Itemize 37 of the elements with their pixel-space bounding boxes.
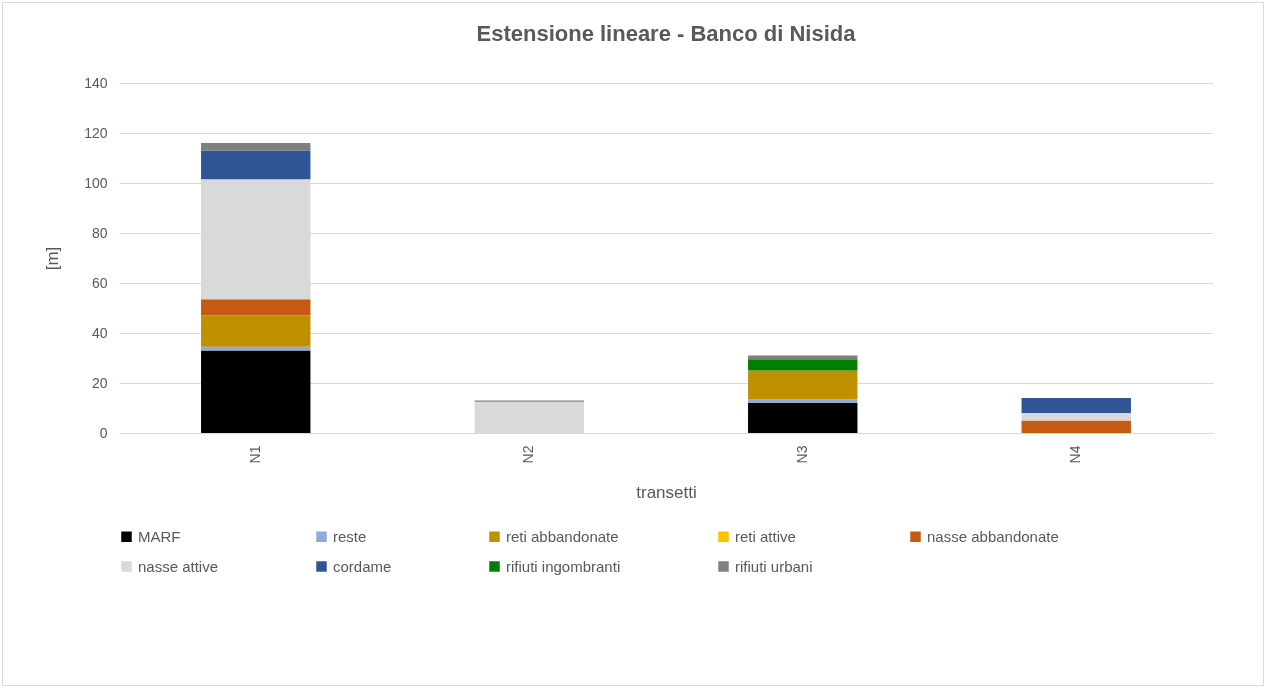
y-axis-title: [m] (43, 246, 63, 271)
y-tick-label: 100 (84, 174, 108, 191)
bar (201, 346, 311, 351)
bar (748, 403, 858, 433)
bar (748, 399, 858, 403)
bar (1021, 398, 1131, 413)
bar (201, 143, 311, 151)
y-tick-label: 120 (84, 124, 108, 141)
bar (201, 150, 311, 180)
y-tick-label: 140 (84, 74, 108, 91)
legend-label: rifiuti urbani (735, 557, 813, 575)
legend-label: nasse abbandonate (927, 527, 1059, 545)
chart-title: Estensione lineare - Banco di Nisida (476, 21, 857, 46)
legend-label: rifiuti ingombranti (506, 557, 621, 575)
legend-label: nasse attive (138, 557, 219, 575)
bar (201, 315, 311, 347)
legend-label: reti attive (735, 527, 796, 545)
y-tick-label: 0 (99, 424, 108, 441)
legend-label: reti abbandonate (506, 527, 619, 545)
bar (201, 350, 311, 433)
bar (748, 370, 858, 400)
x-tick-label: N2 (520, 445, 537, 464)
bar (1021, 413, 1131, 421)
bar (748, 359, 858, 371)
y-tick-label: 60 (91, 274, 108, 291)
y-tick-label: 20 (91, 374, 108, 391)
legend-label: MARF (138, 527, 181, 545)
x-tick-label: N4 (1067, 445, 1084, 464)
bar (1021, 420, 1131, 433)
y-tick-label: 80 (91, 224, 108, 241)
bar (201, 299, 311, 316)
x-axis-title: transetti (636, 483, 697, 503)
y-tick-label: 40 (91, 324, 108, 341)
legend-label: reste (333, 527, 367, 545)
legend-label: cordame (333, 557, 392, 575)
x-tick-label: N3 (793, 445, 810, 464)
x-tick-label: N1 (246, 445, 263, 464)
